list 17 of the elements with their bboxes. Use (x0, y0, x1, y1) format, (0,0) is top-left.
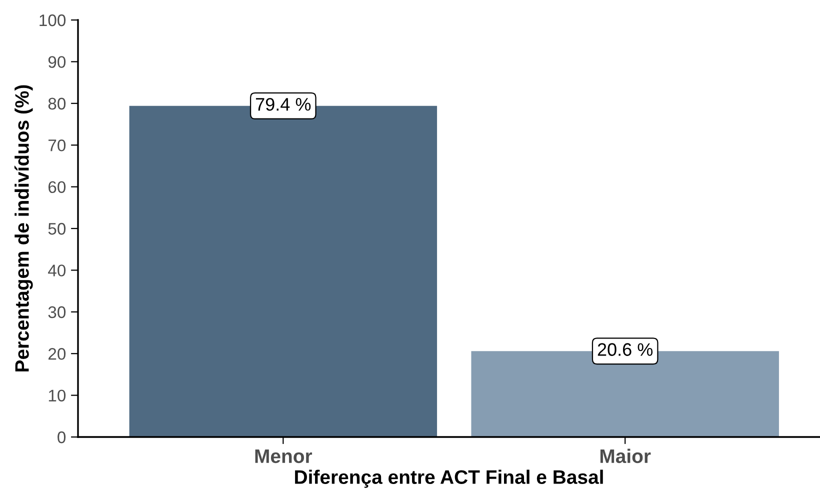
y-tick-label: 30 (48, 306, 66, 318)
y-tick-label: 70 (48, 140, 66, 152)
data-label: 20.6 % (598, 343, 653, 356)
y-tick-label: 10 (48, 390, 66, 402)
x-tick-label: Menor (255, 450, 312, 464)
y-tick-label: 40 (48, 264, 66, 276)
y-tick-label: 100 (40, 14, 66, 26)
y-tick-label: 20 (48, 348, 66, 360)
x-tick-label: Maior (600, 448, 651, 464)
y-axis-title: Percentagem de indivíduos (%) (14, 85, 33, 372)
y-tick-label: 50 (48, 222, 66, 235)
y-tick-label: 0 (58, 431, 66, 444)
y-tick-label: 90 (48, 56, 66, 68)
y-tick-label: 60 (48, 181, 66, 194)
x-axis-title: Diferença entre ACT Final e Basal (295, 470, 603, 488)
data-label: 79.4 % (256, 98, 311, 111)
y-tick-label: 80 (48, 98, 66, 110)
